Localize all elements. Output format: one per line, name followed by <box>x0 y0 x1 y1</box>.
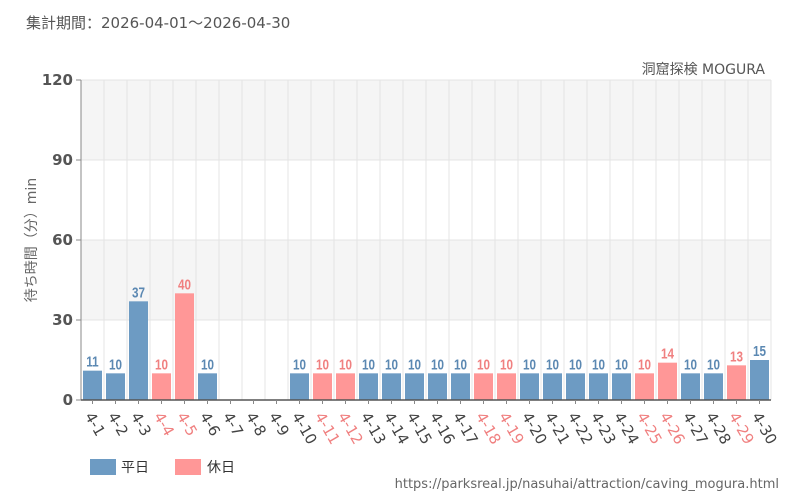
bar-4-13 <box>359 373 378 400</box>
data-label-4-25: 10 <box>638 356 651 373</box>
bars <box>83 293 769 400</box>
data-label-4-21: 10 <box>546 356 559 373</box>
bar-4-15 <box>405 373 424 400</box>
data-label-4-11: 10 <box>316 356 329 373</box>
x-tick-label: 4-30 <box>748 409 781 447</box>
bar-4-27 <box>681 373 700 400</box>
y-tick-label: 120 <box>42 71 73 89</box>
bar-4-14 <box>382 373 401 400</box>
y-tick-label: 0 <box>63 391 73 409</box>
data-label-4-18: 10 <box>477 356 490 373</box>
data-label-4-20: 10 <box>523 356 536 373</box>
bar-4-28 <box>704 373 723 400</box>
bar-4-11 <box>313 373 332 400</box>
data-label-4-10: 10 <box>293 356 306 373</box>
y-axis-label: 待ち時間（分）min <box>24 178 40 302</box>
y-axis: 0 30 60 90 120 <box>42 71 82 409</box>
legend-swatch-holiday <box>175 459 201 475</box>
x-tick-label: 4-1 <box>81 409 109 439</box>
x-tick-label: 4-6 <box>196 409 224 439</box>
bar-4-21 <box>543 373 562 400</box>
data-label-4-19: 10 <box>500 356 513 373</box>
chart-title: 洞窟探検 MOGURA <box>642 61 766 78</box>
bar-4-16 <box>428 373 447 400</box>
legend-label-weekday: 平日 <box>121 460 149 476</box>
bar-4-1 <box>83 370 102 400</box>
data-label-4-2: 10 <box>109 356 122 373</box>
data-label-4-16: 10 <box>431 356 444 373</box>
data-label-4-5: 40 <box>178 276 191 293</box>
data-label-4-28: 10 <box>707 356 720 373</box>
period-label: 集計期間：2026-04-01～2026-04-30 <box>26 14 290 32</box>
bar-4-6 <box>198 373 217 400</box>
y-tick-label: 60 <box>52 231 73 249</box>
data-label-4-15: 10 <box>408 356 421 373</box>
bar-4-18 <box>474 373 493 400</box>
data-labels: 11 10 37 10 40 10 10 10 10 10 10 10 10 10 10 10 10 10 10 10… <box>86 276 766 373</box>
bar-4-5 <box>175 293 194 400</box>
x-tick-label: 4-9 <box>265 409 293 439</box>
bar-4-26 <box>658 362 677 400</box>
bar-4-29 <box>727 365 746 400</box>
source-url: https://parksreal.jp/nasuhai/attraction/… <box>395 477 779 492</box>
x-tick-label: 4-2 <box>104 409 132 439</box>
data-label-4-13: 10 <box>362 356 375 373</box>
data-label-4-30: 15 <box>753 343 766 360</box>
bar-4-24 <box>612 373 631 400</box>
data-label-4-1: 11 <box>86 353 99 370</box>
data-label-4-29: 13 <box>730 348 743 365</box>
y-tick-label: 30 <box>52 311 73 329</box>
data-label-4-6: 10 <box>201 356 214 373</box>
bar-4-3 <box>129 301 148 400</box>
x-axis: 4-14-24-34-44-54-64-74-84-94-104-114-124… <box>81 399 781 447</box>
data-label-4-23: 10 <box>592 356 605 373</box>
x-tick-label: 4-3 <box>127 409 155 439</box>
data-label-4-12: 10 <box>339 356 352 373</box>
bar-4-20 <box>520 373 539 400</box>
data-label-4-27: 10 <box>684 356 697 373</box>
bar-4-23 <box>589 373 608 400</box>
x-tick-label: 4-7 <box>219 409 247 439</box>
x-tick-label: 4-5 <box>173 409 201 439</box>
y-tick-label: 90 <box>52 151 73 169</box>
data-label-4-24: 10 <box>615 356 628 373</box>
data-label-4-4: 10 <box>155 356 168 373</box>
legend-label-holiday: 休日 <box>207 460 235 476</box>
bar-4-30 <box>750 360 769 400</box>
bar-4-22 <box>566 373 585 400</box>
data-label-4-3: 37 <box>132 284 145 301</box>
bar-4-4 <box>152 373 171 400</box>
bar-4-12 <box>336 373 355 400</box>
x-tick-label: 4-8 <box>242 409 270 439</box>
data-label-4-22: 10 <box>569 356 582 373</box>
legend-swatch-weekday <box>90 459 116 475</box>
bar-4-2 <box>106 373 125 400</box>
data-label-4-26: 14 <box>661 345 674 362</box>
bar-4-10 <box>290 373 309 400</box>
legend: 平日 休日 <box>90 459 235 476</box>
data-label-4-14: 10 <box>385 356 398 373</box>
bar-4-25 <box>635 373 654 400</box>
x-tick-label: 4-4 <box>150 409 178 439</box>
bar-4-19 <box>497 373 516 400</box>
data-label-4-17: 10 <box>454 356 467 373</box>
bar-4-17 <box>451 373 470 400</box>
